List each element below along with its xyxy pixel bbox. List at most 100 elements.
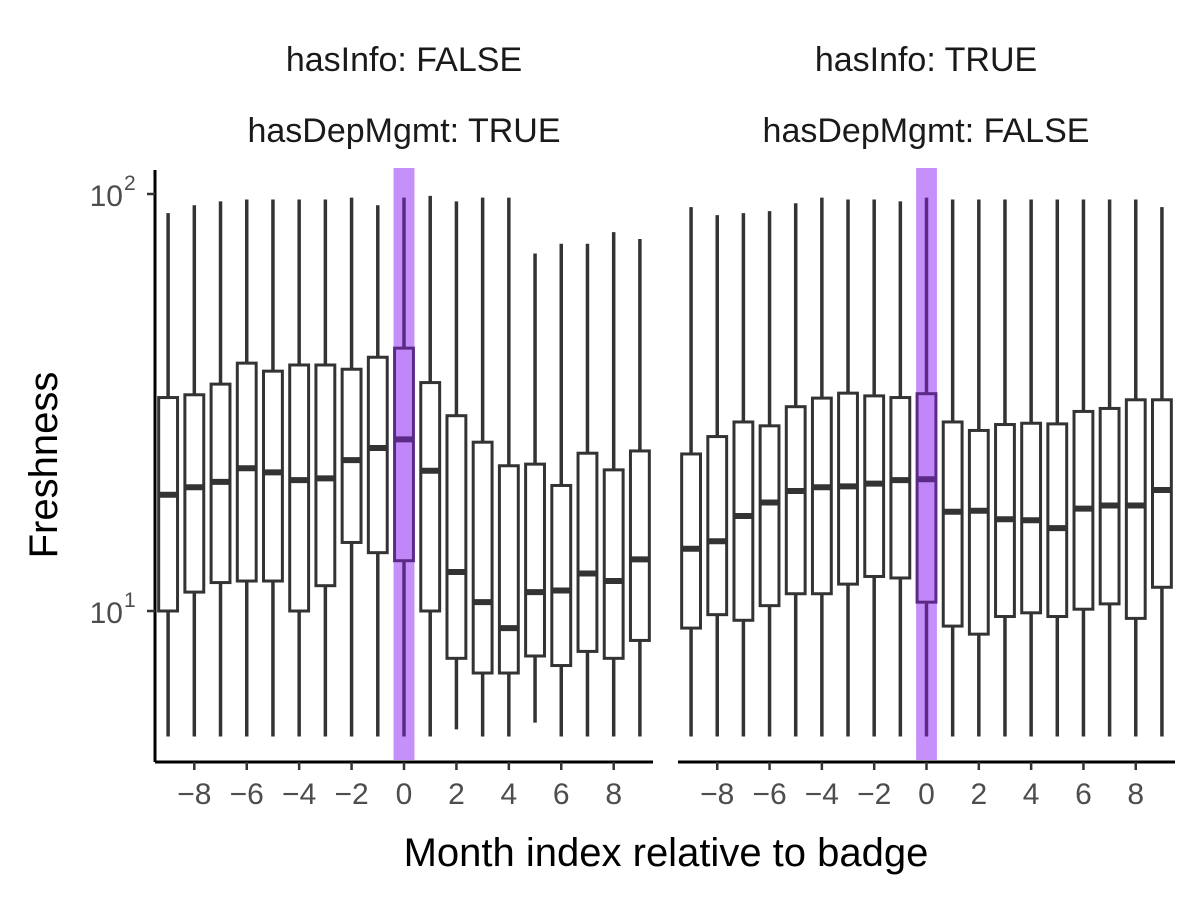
box--9 (157, 213, 180, 737)
box-iqr (1151, 398, 1173, 589)
box--6 (758, 211, 781, 737)
box-6 (550, 243, 573, 737)
box--9 (680, 207, 702, 737)
box-iqr (602, 468, 625, 660)
box--7 (732, 213, 755, 737)
box-2 (445, 201, 468, 730)
x-tick-label: 8 (605, 778, 622, 811)
box-iqr (1124, 398, 1147, 620)
box-iqr (810, 396, 833, 596)
box-iqr (445, 414, 468, 660)
x-tick-label: −4 (805, 778, 839, 811)
box-iqr (262, 369, 284, 583)
facet-strip-label: hasInfo: FALSE (286, 41, 522, 79)
box--7 (209, 201, 232, 737)
x-tick-label: −8 (700, 778, 734, 811)
box--8 (706, 215, 729, 737)
x-tick-label: −4 (282, 778, 316, 811)
box-9 (628, 238, 651, 737)
box--4 (810, 197, 833, 737)
box-9 (1151, 207, 1173, 737)
facet-strip-label: hasDepMgmt: TRUE (247, 112, 560, 150)
y-tick-exponent: 1 (124, 589, 136, 612)
x-tick-label: −6 (230, 778, 264, 811)
x-tick-label: 6 (1075, 778, 1092, 811)
box-iqr (680, 452, 702, 630)
box-iqr (314, 363, 337, 588)
box-iqr (524, 462, 546, 658)
box--4 (288, 199, 311, 737)
box-iqr (288, 363, 311, 613)
y-tick-label: 10 (90, 180, 123, 213)
facets-layer: hasInfo: FALSE hasDepMgmt: TRUE −8 −6 −4 −2 0 2… (90, 41, 1175, 811)
box-iqr (366, 355, 389, 555)
box--2 (340, 197, 363, 737)
box-iqr (941, 420, 964, 628)
x-tick-label: 6 (553, 778, 570, 811)
x-tick-label: 4 (500, 778, 517, 811)
box-4 (1020, 199, 1043, 737)
box-iqr (784, 405, 807, 596)
box-2 (967, 199, 990, 737)
box-iqr (157, 396, 180, 613)
box-iqr (758, 424, 781, 608)
x-tick-label: 4 (1023, 778, 1040, 811)
box-5 (524, 253, 546, 723)
x-tick-label: 0 (396, 778, 413, 811)
x-tick-label: −8 (177, 778, 211, 811)
box-3 (471, 197, 494, 737)
highlight-band (916, 168, 937, 760)
box--5 (784, 203, 807, 737)
box--3 (837, 199, 859, 737)
box-iqr (419, 381, 442, 613)
x-tick-label: −2 (857, 778, 891, 811)
facet-panel: hasInfo: FALSE hasDepMgmt: TRUE −8 −6 −4 −2 0 2… (90, 41, 653, 811)
facet-panel: hasInfo: TRUE hasDepMgmt: FALSE −8 −6 −4 −2 0 2… (678, 41, 1175, 811)
x-tick-label: −6 (752, 778, 786, 811)
box--6 (235, 199, 258, 737)
box-iqr (628, 449, 651, 642)
y-tick-label: 10 (90, 597, 123, 630)
box-8 (1124, 199, 1147, 737)
x-tick-label: 8 (1127, 778, 1144, 811)
box-iqr (915, 392, 938, 604)
box-iqr (235, 361, 258, 583)
box--5 (262, 199, 284, 737)
box-iqr (183, 393, 206, 594)
x-tick-label: 2 (448, 778, 465, 811)
box-iqr (340, 367, 363, 544)
box-iqr (550, 483, 573, 668)
box-iqr (1046, 422, 1069, 619)
x-tick-label: 2 (970, 778, 987, 811)
box-iqr (576, 451, 599, 653)
box-iqr (967, 428, 990, 636)
highlight-band (393, 168, 415, 760)
box-0 (915, 197, 938, 737)
y-axis-title: Freshness (22, 372, 66, 559)
box--1 (889, 201, 912, 737)
box-3 (994, 199, 1016, 737)
box-iqr (471, 440, 494, 675)
y-tick-exponent: 2 (124, 172, 136, 195)
box-4 (497, 197, 520, 737)
box-7 (576, 243, 599, 737)
box-iqr (889, 396, 912, 580)
facet-strip-label: hasDepMgmt: FALSE (763, 112, 1090, 150)
box-1 (941, 199, 964, 737)
box-7 (1098, 199, 1121, 737)
box--1 (366, 205, 389, 737)
box--8 (183, 205, 206, 737)
box--3 (314, 199, 337, 737)
box-5 (1046, 199, 1069, 737)
box--2 (863, 199, 886, 737)
box-8 (602, 232, 625, 737)
box-1 (419, 195, 442, 737)
box-6 (1072, 199, 1095, 737)
box-iqr (706, 435, 729, 617)
facet-strip-label: hasInfo: TRUE (815, 41, 1037, 79)
x-tick-label: −2 (334, 778, 368, 811)
x-axis-title: Month index relative to badge (404, 831, 929, 875)
box-iqr (393, 346, 415, 563)
box-0 (393, 197, 415, 737)
